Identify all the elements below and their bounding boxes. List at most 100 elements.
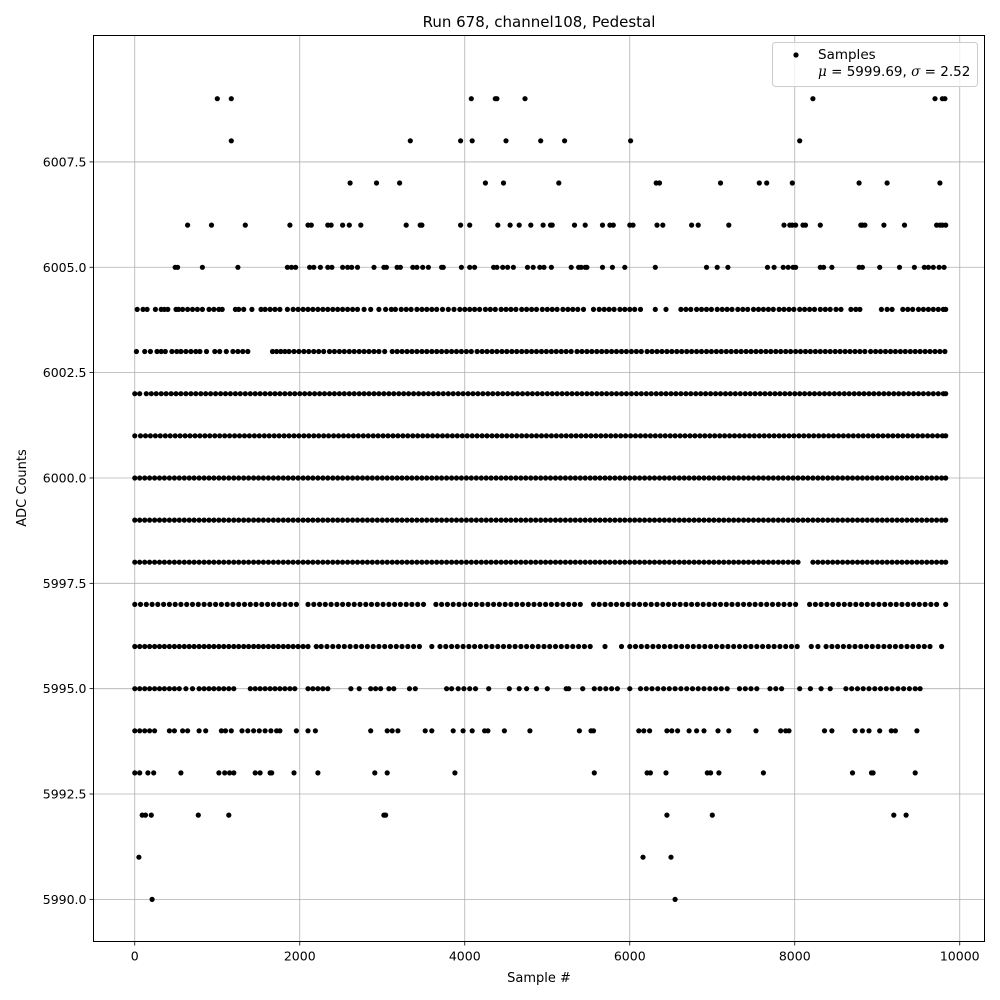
data-point [533,686,540,692]
data-point [846,643,852,650]
data-point [671,559,677,565]
data-point [552,559,559,565]
data-point [535,643,541,650]
data-point [594,348,600,355]
data-point [419,517,425,523]
data-point [712,433,718,439]
data-point [891,812,897,818]
data-point [904,643,910,650]
data-point [612,475,618,481]
legend-series-name: Samples [818,47,876,63]
data-point [301,433,307,439]
data-point [866,391,872,397]
data-point [765,517,772,523]
data-point [715,728,721,734]
data-point [647,728,653,734]
data-point [403,306,409,312]
data-point [602,559,608,565]
data-point [825,475,831,481]
data-point [896,391,902,397]
data-point [181,643,187,650]
data-point [383,264,389,270]
data-point [538,559,544,565]
data-point [162,348,168,355]
data-point [256,433,262,439]
data-point [148,812,154,818]
data-point [905,306,911,312]
data-point [929,433,936,439]
data-point [571,601,578,608]
data-point [158,391,164,397]
data-point [587,643,593,650]
data-point [419,222,425,228]
data-point [567,475,574,481]
data-point [566,686,572,692]
data-point [760,559,767,565]
data-point [921,643,927,650]
data-point [519,433,525,439]
data-point [512,643,518,650]
data-point [280,559,286,565]
data-point [849,770,856,776]
data-point [422,728,428,734]
data-point [354,517,361,523]
data-point [539,306,545,312]
data-point [531,601,537,608]
data-point [513,306,519,312]
data-point [518,517,524,523]
data-point [186,475,192,481]
data-point [495,222,501,228]
data-point [315,686,321,692]
data-point [544,391,550,397]
data-point [721,517,727,523]
data-point [920,391,927,397]
data-point [649,686,655,692]
data-point [498,517,504,523]
data-point [340,559,346,565]
data-point [915,433,921,439]
data-point [929,559,935,565]
data-point [424,559,430,565]
data-point [840,475,846,481]
data-point [942,348,948,355]
data-point [854,559,861,565]
data-point [198,391,204,397]
data-point [618,391,625,397]
data-point [246,433,252,439]
data-point [909,559,915,565]
data-point [572,475,578,481]
data-point [267,686,273,692]
legend: Samples μ = 5999.69, σ = 2.52 [772,42,978,87]
data-point [202,433,208,439]
data-point [925,391,932,397]
data-point [341,643,347,650]
data-point [255,643,262,650]
data-point [477,643,483,650]
data-point [241,306,247,312]
data-point [524,348,530,355]
data-point [870,433,876,439]
data-point [716,559,722,565]
data-point [701,475,707,481]
data-point [389,728,395,734]
data-point [859,728,866,734]
data-point [558,433,564,439]
x-tick-label: 8000 [779,949,811,964]
data-point [221,643,227,650]
data-point [132,601,138,608]
data-point [881,643,887,650]
data-point [780,264,786,270]
data-point [166,475,172,481]
data-point [176,475,182,481]
data-point [602,475,608,481]
data-point [227,391,233,397]
data-point [524,264,531,270]
data-point [725,643,731,650]
data-point [763,348,769,355]
data-point [226,475,232,481]
data-point [149,896,155,903]
data-point [389,348,395,355]
data-point [557,559,564,565]
data-point [171,559,177,565]
